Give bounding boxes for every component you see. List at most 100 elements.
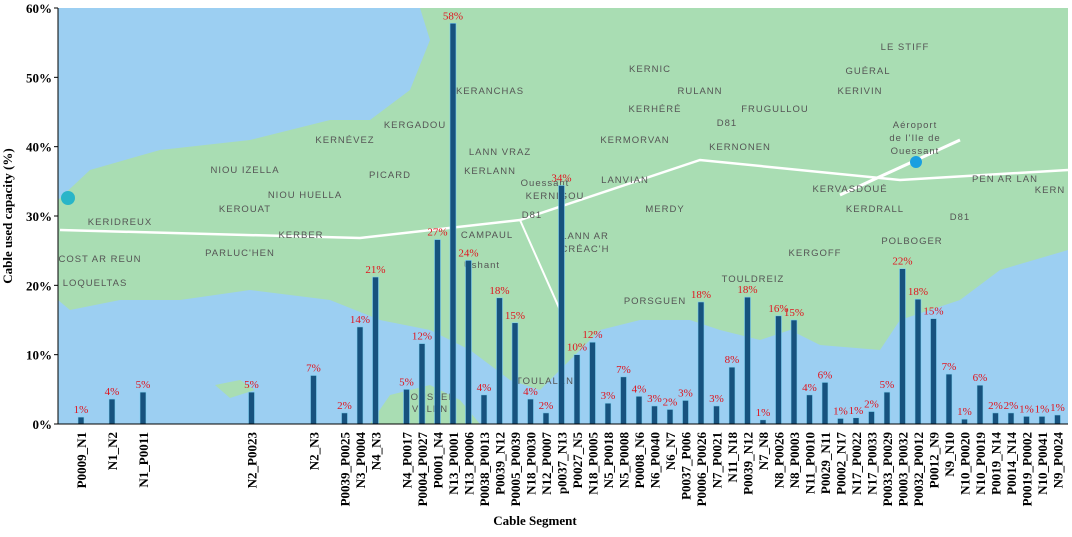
x-tick-label: p0037_N13 — [555, 432, 570, 495]
value-label: 18% — [489, 285, 509, 297]
value-label: 2% — [539, 400, 554, 412]
map-label: KERNIGOU — [526, 191, 585, 202]
x-tick-label: P0004_P0027 — [415, 432, 430, 507]
bar — [542, 412, 550, 425]
bar — [945, 373, 953, 425]
x-tick-label: N1_N2 — [105, 432, 120, 470]
x-tick-label: P0003_P0032 — [896, 432, 911, 506]
map-label: PICARD — [369, 170, 411, 181]
map-label: KERANCHAS — [456, 86, 524, 97]
value-label: 1% — [849, 405, 864, 417]
value-label: 3% — [709, 393, 724, 405]
x-tick-label: N2_P0023 — [245, 432, 260, 489]
bar — [527, 398, 534, 425]
bar — [480, 394, 488, 425]
bar — [496, 297, 503, 425]
value-label: 6% — [818, 369, 833, 381]
map-label: GUÉRAL — [845, 66, 890, 77]
value-label: 2% — [337, 400, 352, 412]
bar — [434, 239, 441, 425]
value-label: 4% — [523, 386, 538, 398]
value-label: 34% — [551, 172, 571, 184]
bar — [666, 409, 674, 425]
map-label: KEROUAT — [219, 204, 271, 215]
x-tick-label: P0033_P0029 — [880, 432, 895, 507]
bar — [635, 395, 643, 425]
value-label: 1% — [1050, 402, 1065, 414]
x-tick-label: N13_P0006 — [462, 432, 477, 495]
bar — [1007, 412, 1015, 425]
bar — [744, 296, 751, 425]
map-label: KERLANN — [464, 166, 516, 177]
x-tick-label: P0006_P0026 — [694, 432, 709, 507]
value-label: 1% — [74, 404, 89, 416]
x-tick-label: P0039_N12 — [741, 432, 756, 495]
map-label: NIOU HUELLA — [268, 190, 342, 201]
value-label: 18% — [908, 286, 928, 298]
bar — [728, 366, 736, 425]
x-tick-label: N4_P0017 — [400, 432, 415, 489]
map-label: PEN AR LAN — [972, 174, 1038, 185]
value-label: 15% — [505, 310, 525, 322]
bar — [589, 341, 596, 425]
bar — [868, 411, 875, 425]
bar — [372, 276, 379, 425]
bar — [961, 418, 968, 425]
value-label: 16% — [768, 303, 788, 315]
bar — [139, 391, 147, 425]
x-tick-label: P0029_N11 — [818, 432, 833, 494]
bar — [914, 298, 922, 425]
bar — [976, 384, 984, 425]
value-label: 3% — [647, 393, 662, 405]
map-label: KERNIC — [629, 64, 671, 75]
x-tick-label: P0002_N17 — [834, 432, 849, 495]
map-label: KERN — [1035, 185, 1065, 196]
bar — [775, 315, 782, 425]
bar — [759, 419, 767, 425]
x-tick-label: P0039_N12 — [493, 432, 508, 495]
map-label: D81 — [522, 210, 542, 221]
value-label: 3% — [601, 390, 616, 402]
map-label: PORSGUEN — [624, 296, 686, 307]
bar — [837, 418, 844, 425]
bar — [465, 260, 472, 425]
bar — [1038, 416, 1046, 425]
y-tick-label: 10% — [26, 348, 52, 363]
map-label: KERMORVAN — [600, 135, 669, 146]
map-label: KERVASDOUÉ — [812, 184, 887, 195]
bar — [992, 412, 999, 425]
value-label: 3% — [678, 387, 693, 399]
bar — [418, 343, 426, 425]
value-label: 1% — [1035, 403, 1050, 415]
value-label: 5% — [136, 379, 151, 391]
x-tick-label: P0039_P0025 — [338, 432, 353, 507]
x-tick-label: N10_P0020 — [958, 432, 973, 495]
map-label: Ouessant — [891, 146, 940, 157]
x-tick-label: N1_P0011 — [136, 432, 151, 488]
value-label: 15% — [784, 307, 804, 319]
map-label: FOUSTEN — [404, 392, 456, 403]
map-label: KERHÉRÉ — [629, 104, 682, 115]
x-tick-label: P0009_N1 — [74, 432, 89, 488]
value-label: 22% — [892, 256, 912, 268]
bar — [511, 322, 519, 425]
bar — [449, 22, 457, 425]
value-label: 1% — [756, 407, 771, 419]
bar — [248, 391, 255, 425]
plot: 0% 10% 20% 30% 40% 50% 60% P0009_N1 1% N1_N2 4% N1_… — [26, 1, 1066, 506]
map-label: D81 — [950, 212, 970, 223]
map-label: KERNONEN — [709, 142, 771, 153]
x-tick-label: N11_P0010 — [803, 432, 818, 494]
map-label: KERGOFF — [789, 248, 842, 259]
x-tick-label: P0008_N6 — [632, 432, 647, 489]
value-label: 18% — [737, 284, 757, 296]
y-tick-label: 20% — [26, 278, 52, 293]
value-label: 2% — [663, 396, 678, 408]
y-tick-label: 60% — [26, 1, 52, 16]
x-tick-label: P0027_N5 — [570, 432, 585, 489]
map-label: PARLUC'HEN — [205, 248, 275, 259]
value-label: 6% — [973, 372, 988, 384]
map-label: LE STIFF — [881, 42, 930, 53]
